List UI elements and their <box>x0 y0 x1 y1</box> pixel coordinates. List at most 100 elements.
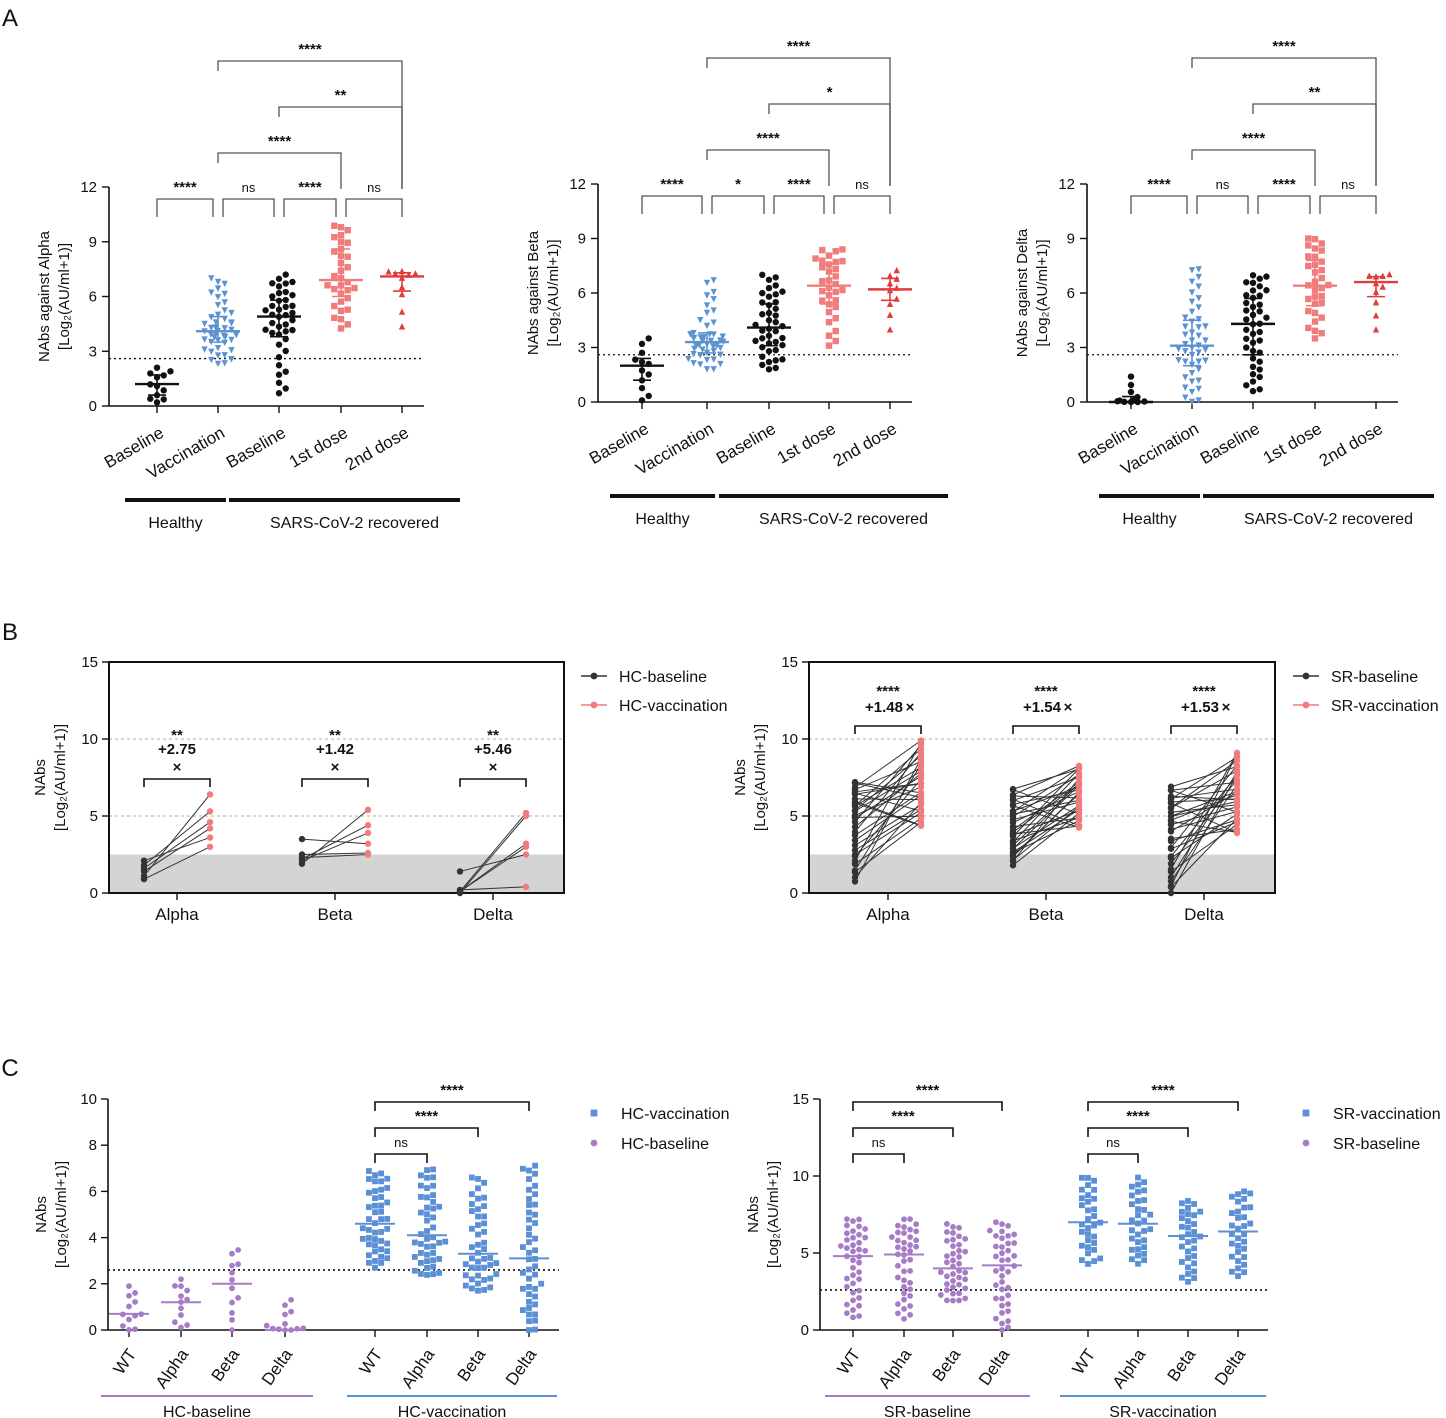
pair-line <box>1012 786 1080 812</box>
data-point <box>411 1254 418 1260</box>
pair-line <box>1012 805 1080 849</box>
chart-C2: 0 5 10 15 NAbs [Log₂(AU/ml+1)] WT Alpha Beta Delt… <box>745 1082 1441 1418</box>
data-point <box>221 280 228 288</box>
pair-line <box>1170 804 1238 813</box>
baseline-point <box>1009 807 1017 815</box>
data-point <box>1011 1252 1018 1259</box>
data-point <box>703 356 711 364</box>
data-point <box>638 384 646 392</box>
data-point <box>1235 1235 1241 1242</box>
data-point <box>235 1294 241 1301</box>
data-point <box>344 321 351 328</box>
data-point <box>999 1279 1005 1285</box>
data-point <box>475 1287 481 1294</box>
data-point <box>1085 1250 1091 1257</box>
data-point <box>999 1286 1005 1293</box>
data-point <box>950 1230 956 1236</box>
data-point <box>366 1241 372 1248</box>
data-point <box>1182 394 1189 401</box>
data-point <box>832 258 839 266</box>
x-category-label: Delta <box>1184 905 1224 924</box>
data-point <box>526 1231 532 1238</box>
data-point <box>937 1269 944 1276</box>
data-point <box>1195 283 1202 290</box>
comparison-bracket <box>143 778 211 787</box>
data-point <box>850 1272 856 1279</box>
data-point <box>1091 1186 1097 1193</box>
data-point <box>710 347 717 355</box>
data-point <box>532 1271 538 1278</box>
data-point <box>1311 235 1319 243</box>
data-point <box>907 1242 913 1248</box>
data-point <box>1185 1231 1191 1238</box>
data-point <box>1318 329 1325 337</box>
data-point <box>895 1229 901 1236</box>
data-point <box>1202 357 1209 364</box>
data-point <box>1091 1195 1097 1202</box>
data-point <box>1179 1243 1185 1250</box>
vaccination-point <box>206 791 214 798</box>
data-point <box>430 1166 436 1173</box>
pair-line <box>854 770 922 812</box>
y-tick-label: 9 <box>578 231 586 248</box>
vaccination-point <box>917 737 925 744</box>
data-point <box>999 1295 1005 1302</box>
group-bar <box>229 498 460 502</box>
data-point <box>856 1313 862 1319</box>
data-point <box>1318 266 1325 274</box>
data-point <box>765 276 773 283</box>
data-point <box>1249 387 1257 395</box>
data-point <box>228 319 235 326</box>
baseline-point <box>851 795 859 803</box>
data-point <box>1079 1221 1085 1228</box>
pair-line <box>301 852 369 855</box>
data-point <box>703 322 711 330</box>
data-point <box>493 1271 500 1277</box>
data-point <box>229 1269 235 1276</box>
y-tick-label: 0 <box>801 1322 809 1339</box>
significance-label: ns <box>1341 177 1355 192</box>
baseline-point <box>140 872 148 880</box>
significance-bracket <box>711 195 765 214</box>
data-point <box>759 289 766 297</box>
data-point <box>172 1319 178 1326</box>
data-point <box>436 1256 443 1262</box>
vaccination-point <box>364 840 372 847</box>
fold-change-label: +1.53 <box>1181 699 1219 716</box>
data-point <box>475 1195 481 1202</box>
pair-line <box>143 846 211 880</box>
fold-change-label: +5.46 <box>474 741 512 758</box>
data-point <box>1249 378 1257 385</box>
comparison-bracket <box>1012 725 1080 734</box>
data-point <box>1005 1301 1011 1307</box>
data-point <box>1185 1255 1191 1261</box>
data-point <box>214 293 222 301</box>
data-point <box>856 1302 862 1309</box>
data-point <box>1091 1233 1097 1240</box>
data-point <box>487 1255 494 1261</box>
vaccination-point <box>1233 796 1241 803</box>
x-category-label: Delta <box>502 1345 541 1389</box>
data-point <box>1079 1202 1085 1209</box>
fold-change-mark: × <box>173 759 182 776</box>
data-point <box>856 1231 862 1238</box>
significance-label: **** <box>876 683 900 700</box>
data-point <box>1235 1258 1241 1264</box>
y-tick-label: 12 <box>80 179 97 196</box>
fold-change-mark: × <box>1222 699 1231 716</box>
data-point <box>132 1299 138 1305</box>
data-point <box>366 1259 372 1266</box>
data-point <box>844 1301 850 1308</box>
pair-line <box>459 812 527 892</box>
data-point <box>532 1201 538 1208</box>
data-point <box>526 1298 532 1305</box>
data-point <box>856 1294 862 1301</box>
data-point <box>719 333 726 340</box>
data-point <box>1135 1231 1141 1238</box>
data-point <box>1202 346 1209 354</box>
data-point <box>765 284 773 292</box>
data-point <box>424 1243 430 1250</box>
data-point <box>331 222 338 229</box>
data-point <box>765 293 773 300</box>
data-point <box>526 1167 532 1174</box>
